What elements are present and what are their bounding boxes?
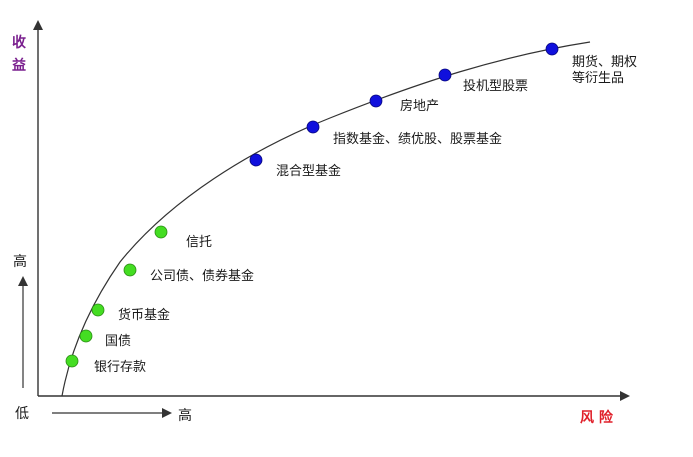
point-corporate-bond: 公司债、债券基金 [123,263,254,284]
point-marker [369,94,383,108]
point-marker [123,263,137,277]
y-axis-title-line2: 益 [12,57,26,74]
point-treasury-bond: 国债 [79,329,131,349]
point-label: 国债 [105,334,131,349]
point-marker [79,329,93,343]
point-marker [306,120,320,134]
y-axis-title-line1: 收 [12,34,27,51]
point-marker [438,68,452,82]
origin-low-label: 低 [15,406,29,422]
point-label: 指数基金、绩优股、股票基金 [333,131,502,147]
point-label: 混合型基金 [276,163,341,179]
point-label: 公司债、债券基金 [150,268,254,284]
point-label: 货币基金 [118,307,170,323]
point-money-market-fund: 货币基金 [91,303,170,323]
point-marker [65,354,79,368]
x-axis-title: 风 险 [580,409,614,426]
point-speculative-stock: 投机型股票 [438,68,528,94]
point-real-estate: 房地产 [369,94,439,114]
y-high-label: 高 [13,253,27,270]
risk-return-curve [61,41,591,397]
point-marker [91,303,105,317]
x-high-label: 高 [178,407,192,424]
point-label: 期货、期权 [572,54,637,70]
point-index-fund: 指数基金、绩优股、股票基金 [306,120,502,147]
point-label-line2: 等衍生品 [572,70,624,86]
point-label: 银行存款 [94,360,146,375]
point-derivatives: 期货、期权 等衍生品 [545,42,637,86]
point-label: 房地产 [400,98,439,114]
point-label: 投机型股票 [463,78,528,94]
point-label: 信托 [186,235,212,250]
point-marker [545,42,559,56]
point-trust: 信托 [154,225,212,250]
point-marker [154,225,168,239]
point-marker [249,153,263,167]
point-bank-deposit: 银行存款 [65,354,146,375]
point-hybrid-fund: 混合型基金 [249,153,341,179]
